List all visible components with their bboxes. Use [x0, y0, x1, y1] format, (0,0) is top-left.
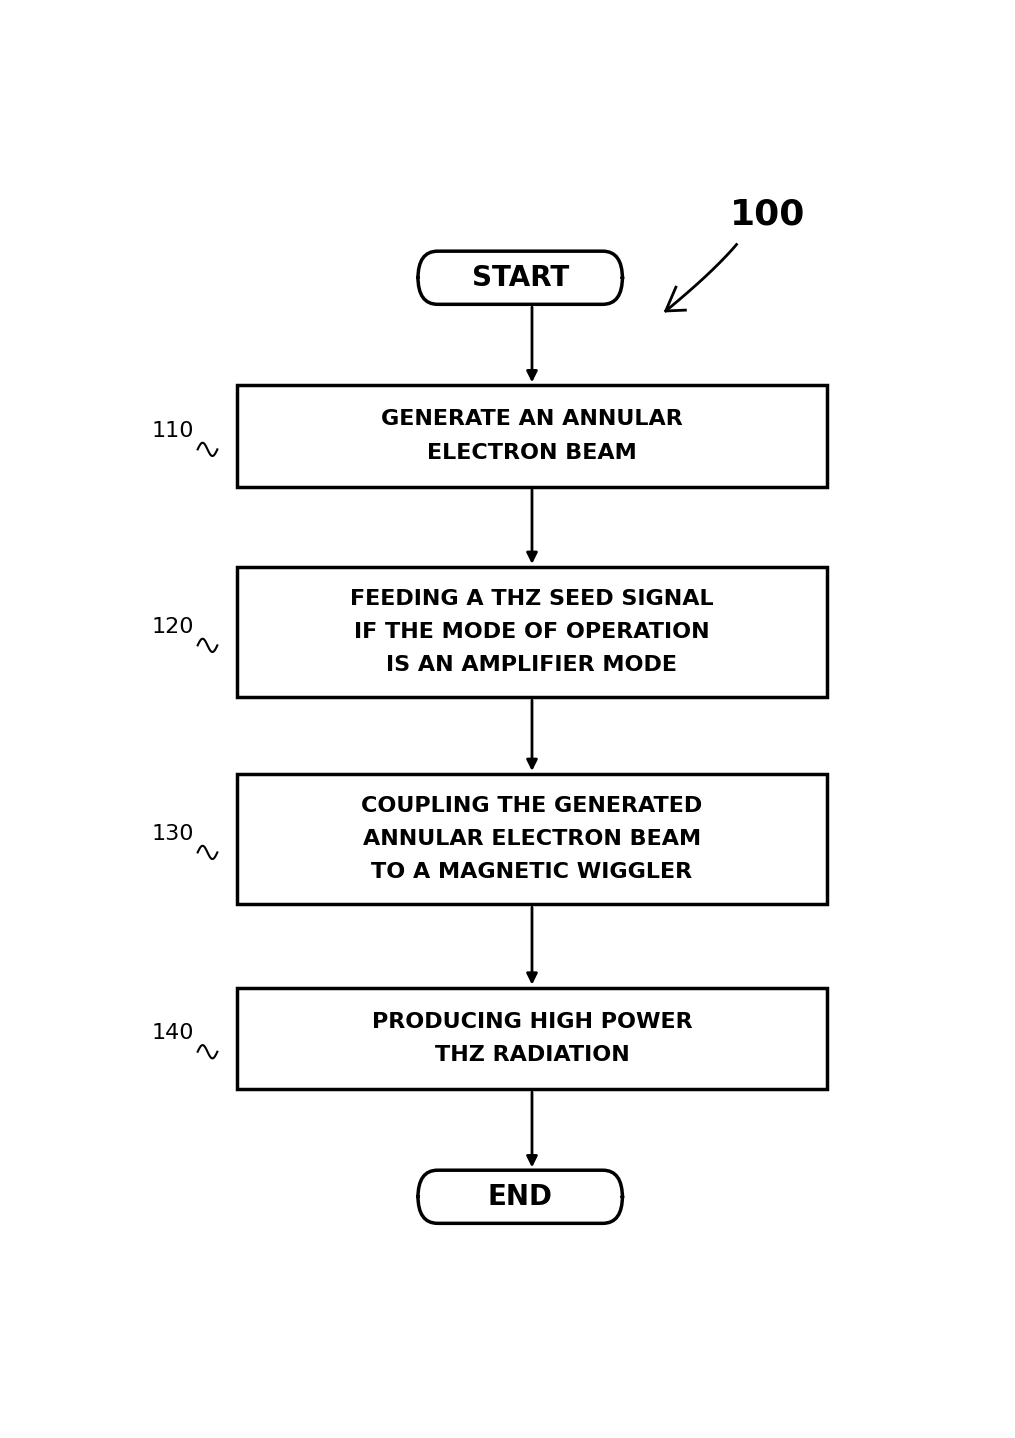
Text: 130: 130 — [151, 824, 194, 844]
Bar — [236, 385, 827, 487]
Text: PRODUCING HIGH POWER: PRODUCING HIGH POWER — [371, 1012, 692, 1032]
Text: 110: 110 — [151, 420, 194, 440]
Text: START: START — [472, 263, 568, 292]
Bar — [236, 774, 827, 905]
Text: GENERATE AN ANNULAR: GENERATE AN ANNULAR — [381, 410, 683, 430]
Text: 140: 140 — [151, 1022, 194, 1043]
Text: IS AN AMPLIFIER MODE: IS AN AMPLIFIER MODE — [387, 656, 677, 676]
Bar — [236, 567, 827, 697]
FancyBboxPatch shape — [418, 1171, 622, 1224]
Text: FEEDING A THZ SEED SIGNAL: FEEDING A THZ SEED SIGNAL — [350, 588, 714, 608]
Text: COUPLING THE GENERATED: COUPLING THE GENERATED — [361, 795, 702, 815]
Text: THZ RADIATION: THZ RADIATION — [434, 1045, 629, 1066]
Text: IF THE MODE OF OPERATION: IF THE MODE OF OPERATION — [354, 623, 709, 643]
Text: END: END — [487, 1183, 553, 1211]
Text: 100: 100 — [730, 197, 806, 232]
Bar — [236, 988, 827, 1090]
Text: TO A MAGNETIC WIGGLER: TO A MAGNETIC WIGGLER — [371, 863, 692, 883]
Text: 120: 120 — [151, 617, 194, 637]
Text: ANNULAR ELECTRON BEAM: ANNULAR ELECTRON BEAM — [363, 830, 701, 848]
Text: ELECTRON BEAM: ELECTRON BEAM — [427, 443, 636, 463]
FancyBboxPatch shape — [418, 252, 622, 305]
